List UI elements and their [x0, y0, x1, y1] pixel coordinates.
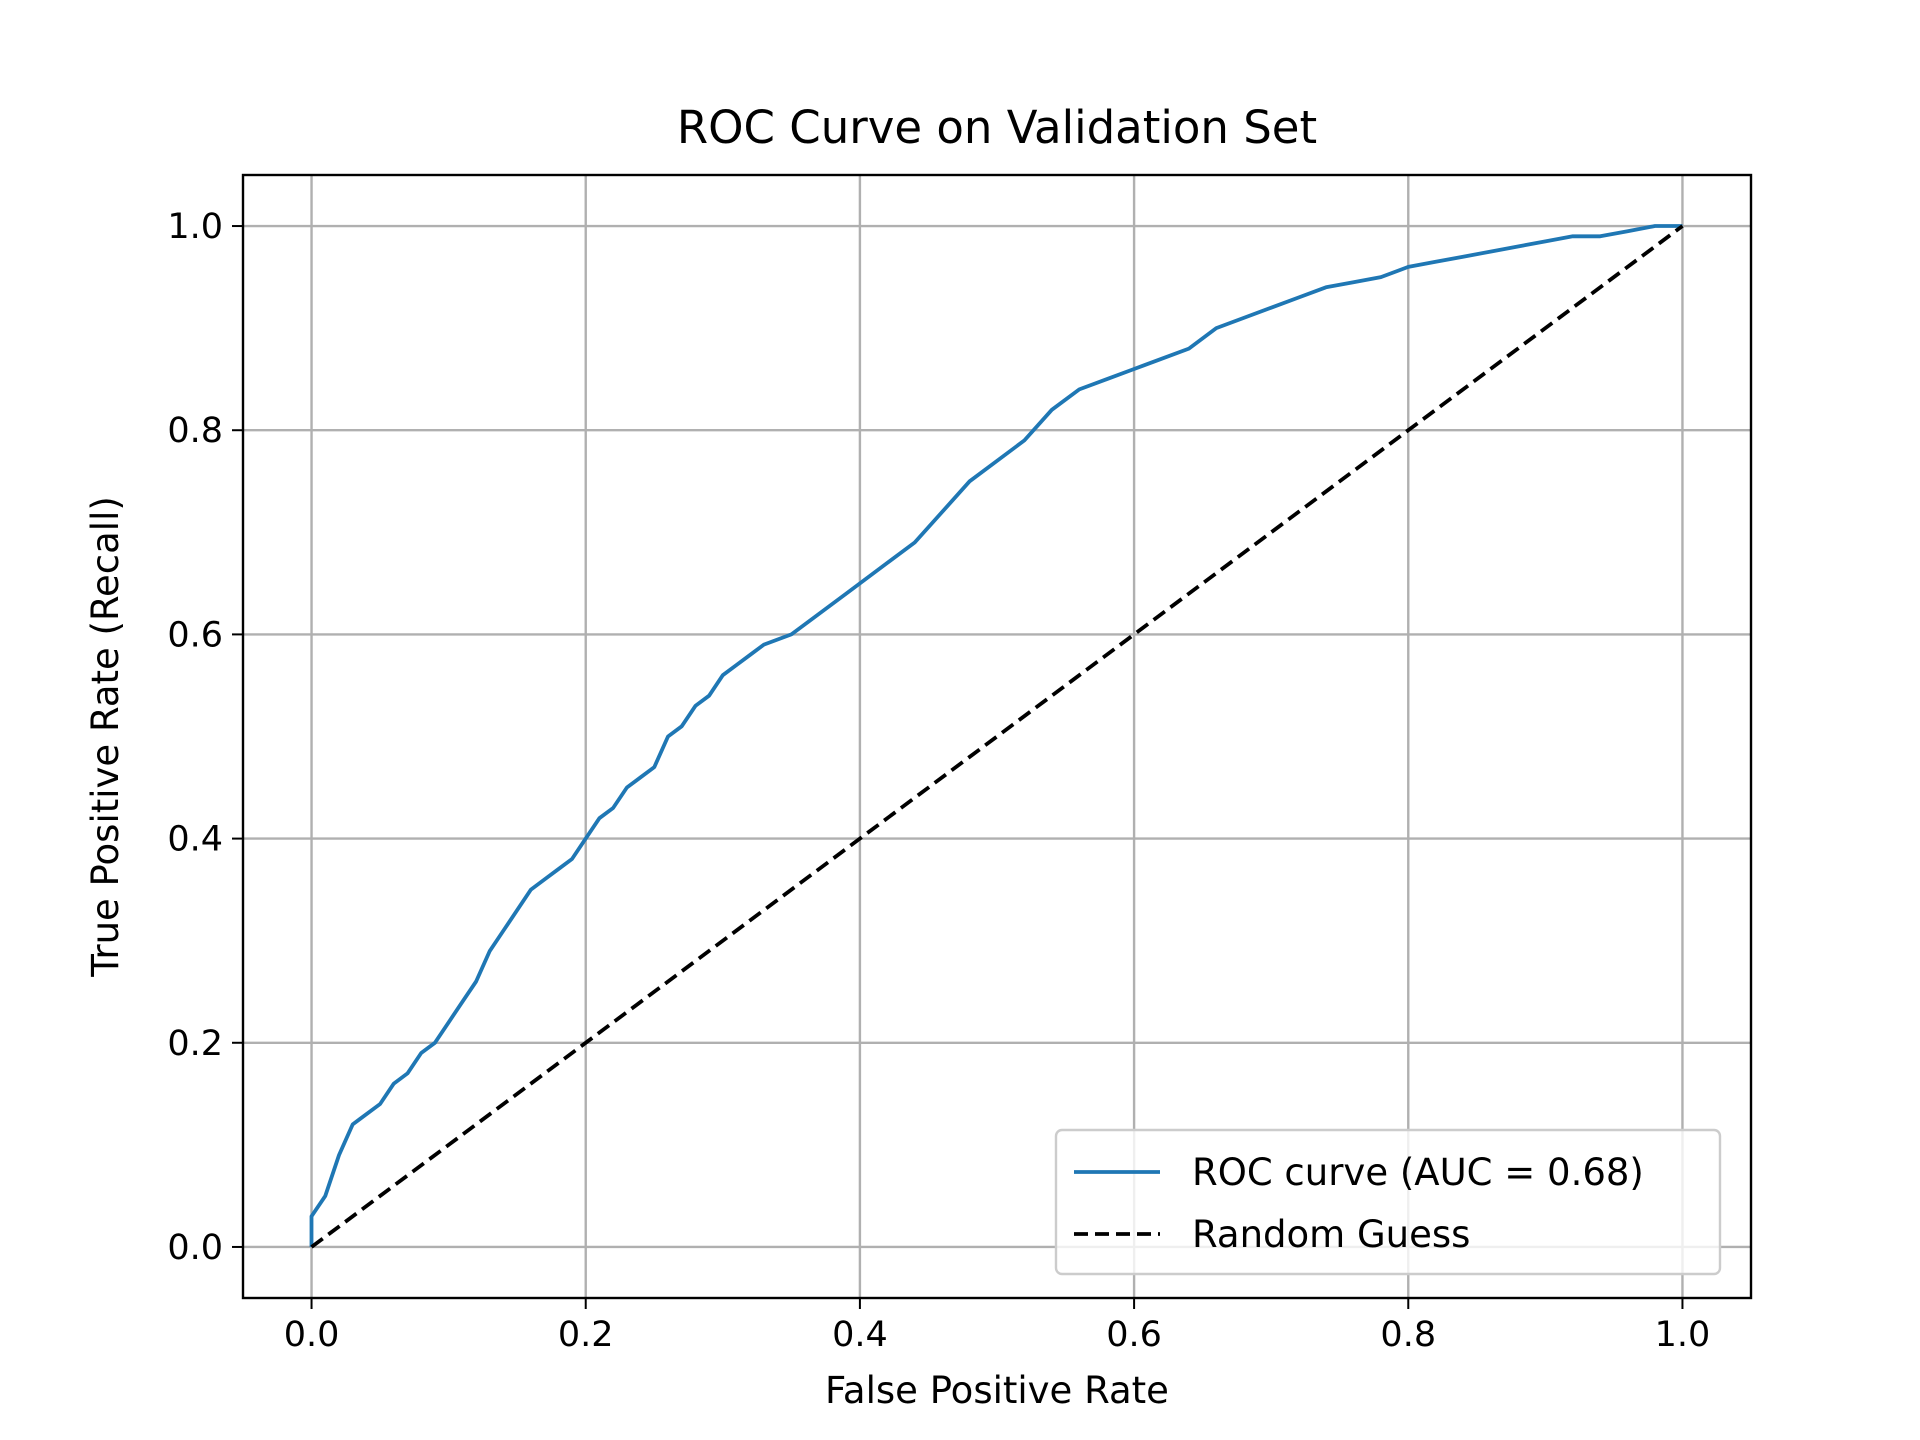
x-tick-label: 0.6	[1106, 1315, 1162, 1355]
chart-title: ROC Curve on Validation Set	[677, 101, 1317, 154]
x-axis-label: False Positive Rate	[825, 1369, 1169, 1412]
legend: ROC curve (AUC = 0.68) Random Guess	[1054, 1128, 1722, 1276]
grid	[243, 175, 1751, 1298]
legend-label-random: Random Guess	[1192, 1213, 1470, 1256]
x-tick-label: 1.0	[1655, 1315, 1711, 1355]
y-tick-label: 0.4	[167, 820, 223, 860]
x-tick-label: 0.8	[1380, 1315, 1436, 1355]
series	[309, 224, 1684, 1249]
axes-frame	[241, 173, 1753, 1300]
ticks: 0.0 0.2 0.4 0.6 0.8 1.0 0.0 0.2 0.4 0.6 0.8 1.0	[167, 207, 1710, 1355]
y-tick-label: 1.0	[167, 207, 223, 247]
y-tick-label: 0.0	[167, 1228, 223, 1268]
y-tick-label: 0.2	[167, 1024, 223, 1064]
roc-curve-line	[309, 224, 1683, 1247]
x-tick-label: 0.0	[284, 1315, 340, 1355]
y-tick-label: 0.8	[167, 411, 223, 451]
y-tick-label: 0.6	[167, 615, 223, 655]
y-axis-label: True Positive Rate (Recall)	[84, 496, 127, 978]
x-tick-label: 0.4	[832, 1315, 888, 1355]
x-tick-label: 0.2	[558, 1315, 614, 1355]
legend-box	[1054, 1128, 1722, 1276]
legend-label-roc: ROC curve (AUC = 0.68)	[1192, 1151, 1644, 1194]
random-guess-line	[310, 224, 1684, 1249]
